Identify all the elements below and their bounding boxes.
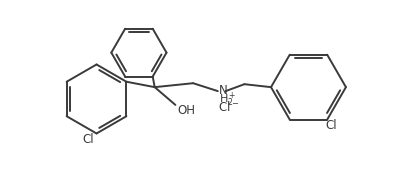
Text: H$_2^+$: H$_2^+$ (219, 91, 237, 109)
Text: N: N (219, 84, 228, 97)
Text: Cl: Cl (83, 133, 94, 146)
Text: Cl: Cl (325, 120, 337, 132)
Text: OH: OH (177, 104, 195, 117)
Text: Cl$^-$: Cl$^-$ (218, 100, 239, 114)
